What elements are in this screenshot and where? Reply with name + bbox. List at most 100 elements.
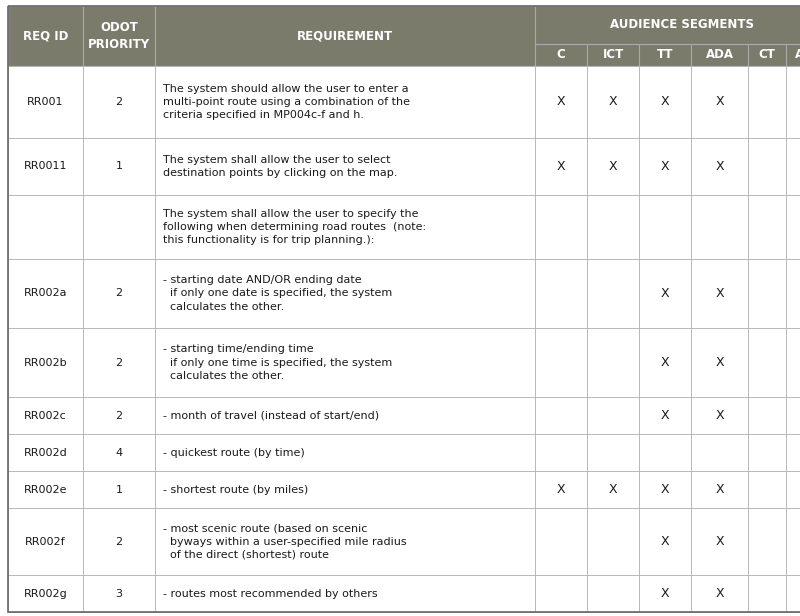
Text: X: X xyxy=(557,483,566,496)
Text: The system should allow the user to enter a
multi-point route using a combinatio: The system should allow the user to ente… xyxy=(163,84,410,120)
Text: ALL: ALL xyxy=(795,49,800,62)
Bar xyxy=(639,434,691,471)
Text: X: X xyxy=(557,160,566,173)
Bar xyxy=(748,575,786,612)
Bar xyxy=(535,195,587,259)
Bar xyxy=(748,66,786,137)
Bar xyxy=(8,575,83,612)
Bar xyxy=(155,137,535,195)
Bar xyxy=(748,508,786,575)
Bar xyxy=(83,137,155,195)
Bar xyxy=(155,434,535,471)
Text: X: X xyxy=(609,483,618,496)
Text: RR002g: RR002g xyxy=(24,588,67,599)
Bar xyxy=(587,397,639,434)
Text: X: X xyxy=(609,160,618,173)
Bar xyxy=(8,471,83,508)
Bar xyxy=(535,575,587,612)
Bar xyxy=(8,66,83,137)
Text: The system shall allow the user to specify the
following when determining road r: The system shall allow the user to speci… xyxy=(163,209,426,245)
Text: X: X xyxy=(715,483,724,496)
Bar xyxy=(691,44,748,66)
Bar xyxy=(691,328,748,397)
Bar xyxy=(691,259,748,328)
Text: X: X xyxy=(715,356,724,369)
Bar xyxy=(786,434,800,471)
Text: 2: 2 xyxy=(115,411,122,421)
Text: 3: 3 xyxy=(115,588,122,599)
Text: 2: 2 xyxy=(115,97,122,107)
Bar xyxy=(535,328,587,397)
Bar xyxy=(155,259,535,328)
Bar xyxy=(83,195,155,259)
Text: 2: 2 xyxy=(115,358,122,368)
Bar xyxy=(155,66,535,137)
Bar xyxy=(691,508,748,575)
Text: 2: 2 xyxy=(115,537,122,546)
Text: X: X xyxy=(661,356,670,369)
Bar xyxy=(691,66,748,137)
Bar xyxy=(691,434,748,471)
Bar xyxy=(587,575,639,612)
Bar xyxy=(691,137,748,195)
Text: RR002b: RR002b xyxy=(24,358,67,368)
Text: X: X xyxy=(557,95,566,108)
Bar xyxy=(8,328,83,397)
Text: - quickest route (by time): - quickest route (by time) xyxy=(163,448,305,458)
Text: RR002f: RR002f xyxy=(25,537,66,546)
Text: RR0011: RR0011 xyxy=(24,161,67,171)
Text: X: X xyxy=(661,160,670,173)
Bar xyxy=(155,471,535,508)
Bar xyxy=(535,434,587,471)
Text: - shortest route (by miles): - shortest route (by miles) xyxy=(163,485,308,495)
Text: X: X xyxy=(715,535,724,548)
Bar xyxy=(535,44,587,66)
Bar xyxy=(786,44,800,66)
Text: - month of travel (instead of start/end): - month of travel (instead of start/end) xyxy=(163,411,379,421)
Text: TT: TT xyxy=(657,49,674,62)
Bar xyxy=(748,328,786,397)
Bar xyxy=(8,259,83,328)
Bar xyxy=(587,66,639,137)
Bar xyxy=(155,328,535,397)
Bar xyxy=(786,508,800,575)
Text: 1: 1 xyxy=(115,161,122,171)
Bar xyxy=(639,328,691,397)
Bar xyxy=(535,137,587,195)
Bar xyxy=(587,508,639,575)
Bar xyxy=(639,508,691,575)
Bar xyxy=(83,328,155,397)
Bar xyxy=(786,66,800,137)
Bar xyxy=(639,575,691,612)
Text: X: X xyxy=(609,95,618,108)
Bar xyxy=(587,328,639,397)
Text: X: X xyxy=(715,95,724,108)
Text: 4: 4 xyxy=(115,448,122,458)
Text: X: X xyxy=(661,483,670,496)
Text: X: X xyxy=(715,587,724,600)
Bar xyxy=(535,508,587,575)
Text: REQUIREMENT: REQUIREMENT xyxy=(297,30,393,43)
Text: ODOT
PRIORITY: ODOT PRIORITY xyxy=(88,21,150,51)
Bar xyxy=(691,195,748,259)
Bar xyxy=(535,66,587,137)
Bar xyxy=(639,137,691,195)
Text: X: X xyxy=(661,409,670,422)
Bar xyxy=(83,471,155,508)
Text: ICT: ICT xyxy=(602,49,624,62)
Bar xyxy=(8,508,83,575)
Bar xyxy=(748,44,786,66)
Bar xyxy=(691,471,748,508)
Bar xyxy=(8,397,83,434)
Bar xyxy=(83,259,155,328)
Bar xyxy=(587,137,639,195)
Text: X: X xyxy=(661,535,670,548)
Text: RR002d: RR002d xyxy=(24,448,67,458)
Bar xyxy=(535,397,587,434)
Text: The system shall allow the user to select
destination points by clicking on the : The system shall allow the user to selec… xyxy=(163,155,398,178)
Bar xyxy=(155,397,535,434)
Text: REQ ID: REQ ID xyxy=(23,30,68,43)
Bar xyxy=(83,66,155,137)
Bar xyxy=(155,575,535,612)
Bar xyxy=(587,434,639,471)
